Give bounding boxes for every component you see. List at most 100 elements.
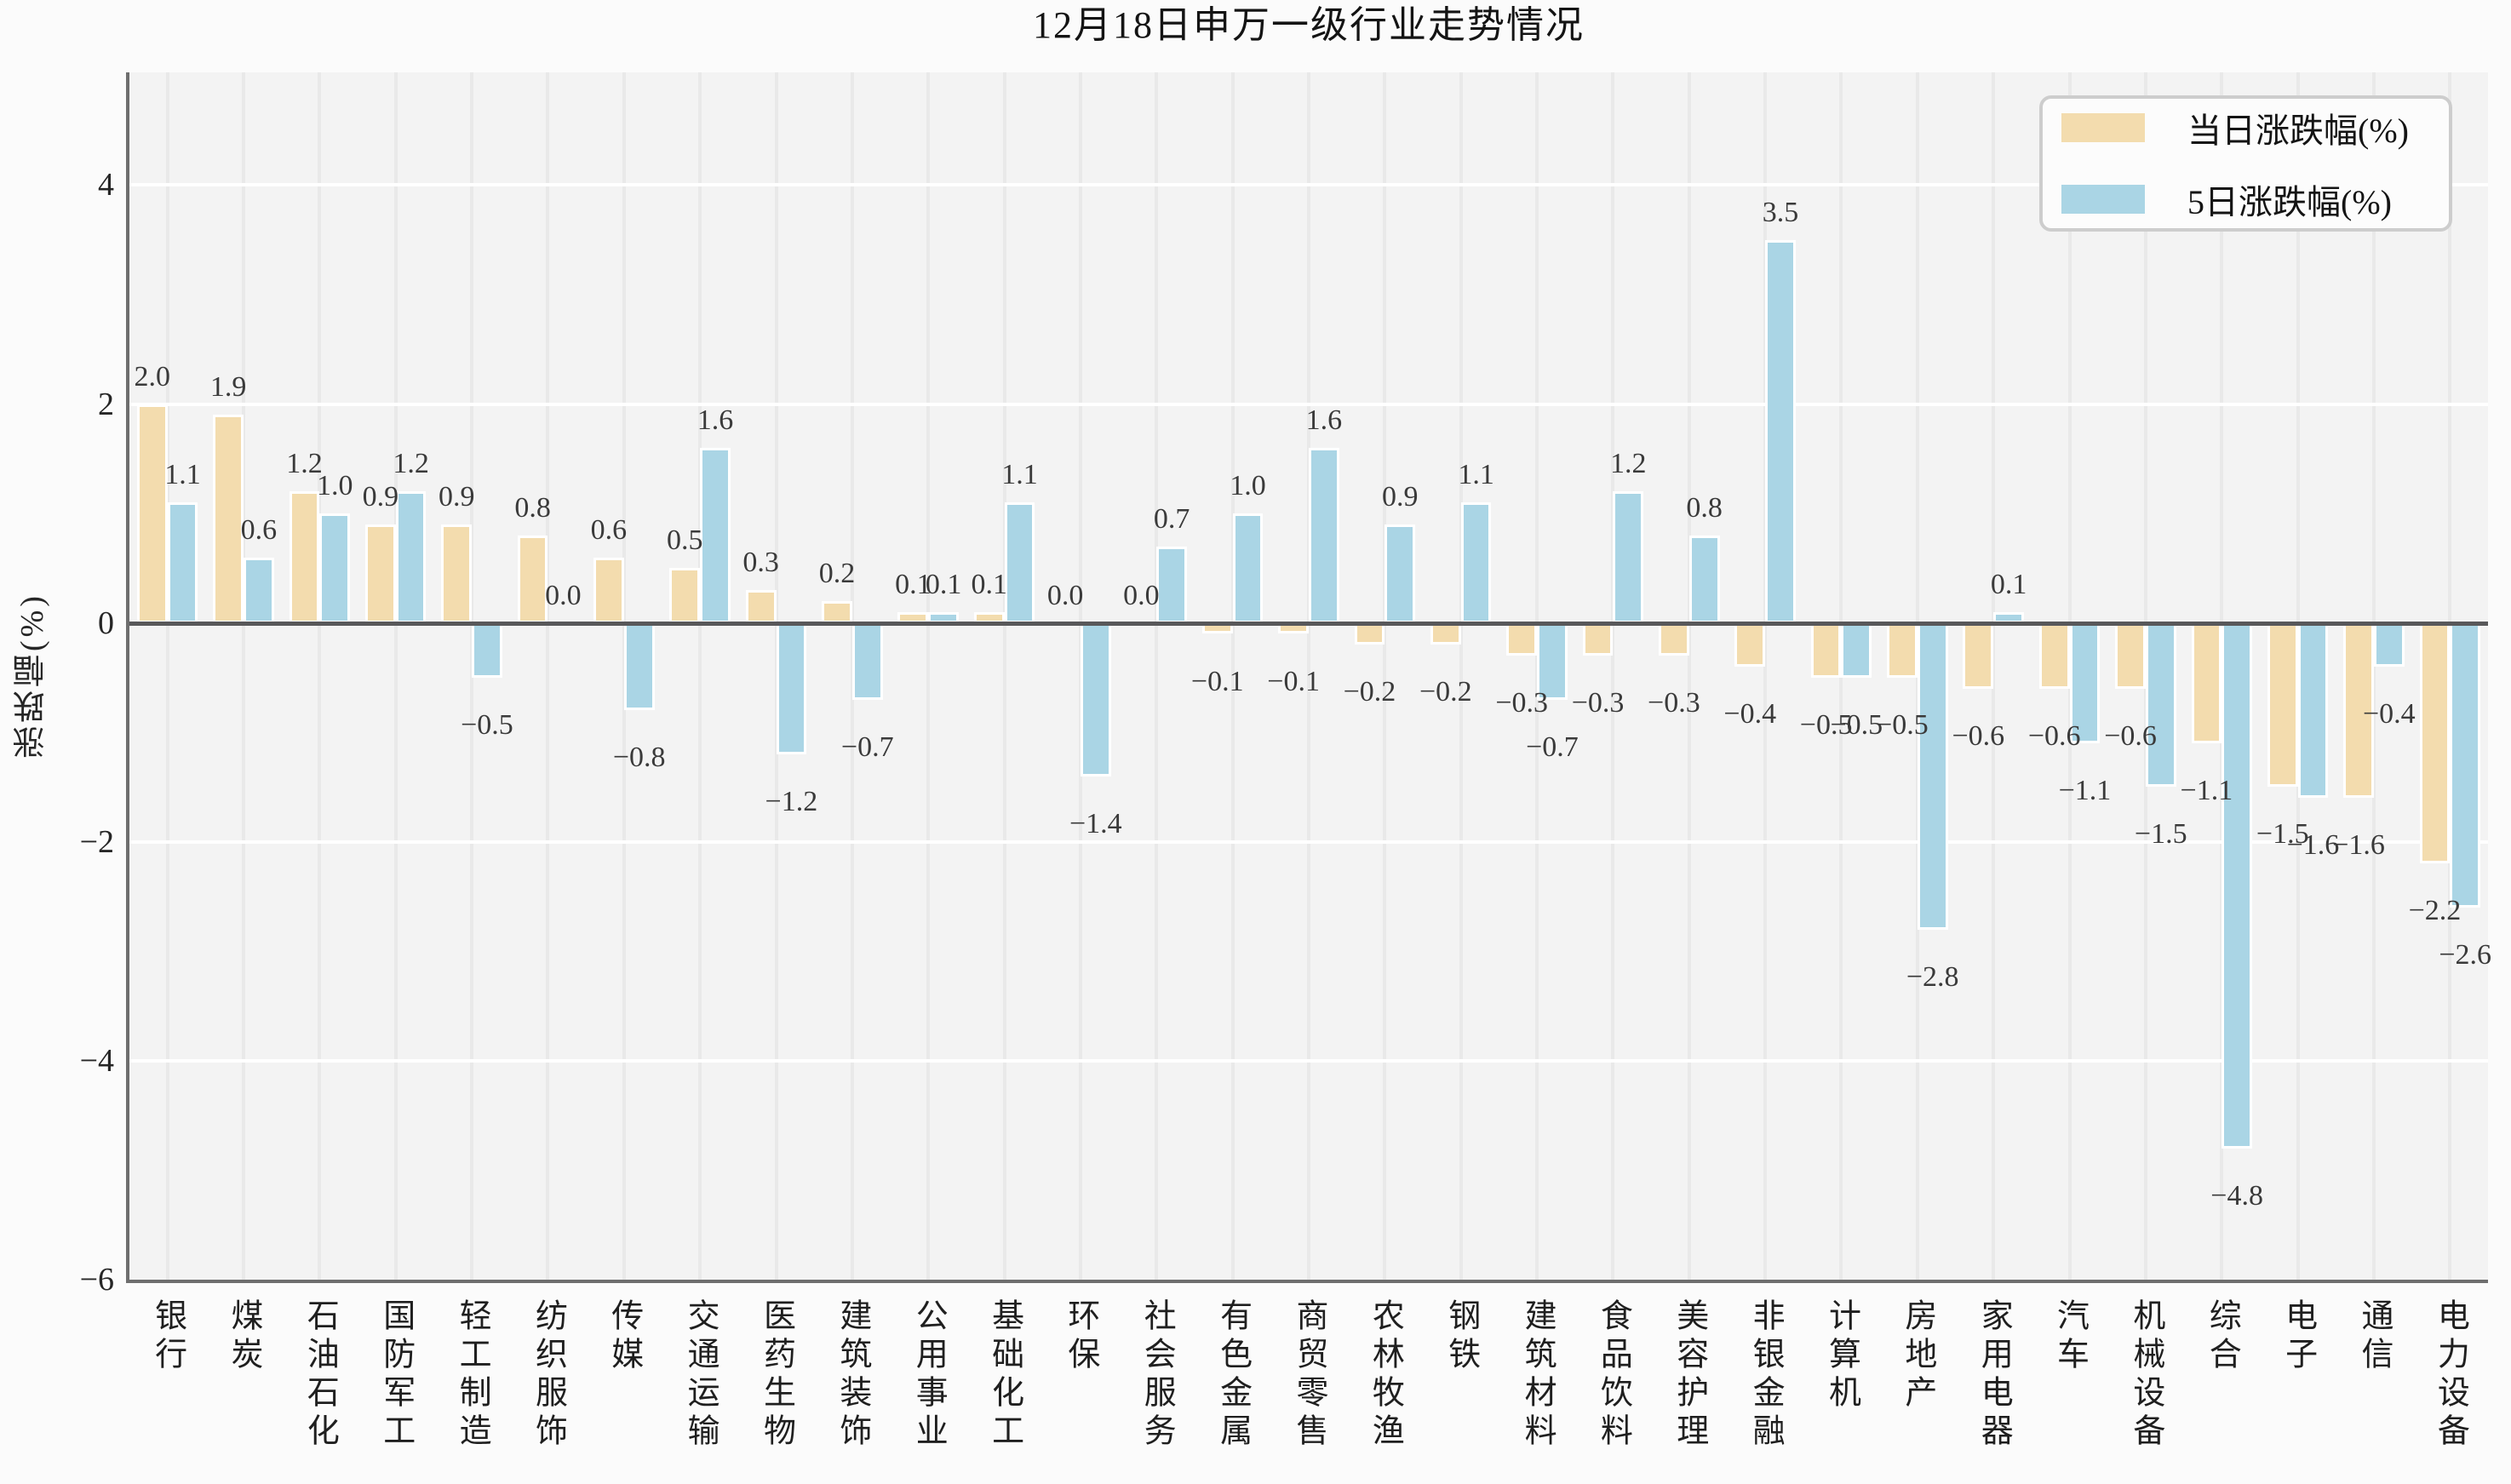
value-label: −0.5 <box>1830 708 1883 741</box>
gridline-vertical <box>1687 72 1691 1280</box>
bar-daily <box>1354 622 1385 645</box>
gridline-vertical <box>1611 72 1615 1280</box>
value-label: −0.3 <box>1648 687 1700 719</box>
value-label: −0.5 <box>1799 708 1853 741</box>
bar-5day <box>2145 622 2176 788</box>
bar-5day <box>2450 622 2481 908</box>
value-label: 1.2 <box>1610 448 1647 480</box>
gridline-vertical <box>318 72 322 1280</box>
x-tick-label: 食品饮料 <box>1595 1298 1631 1452</box>
value-label: 1.2 <box>286 448 323 480</box>
bar-5day <box>2221 622 2252 1149</box>
value-label: 1.6 <box>697 404 734 436</box>
bar-daily <box>1430 622 1461 645</box>
bar-5day <box>851 622 883 700</box>
value-label: 0.2 <box>818 557 856 589</box>
value-label: 1.1 <box>164 459 201 491</box>
value-label: 0.7 <box>1153 502 1190 535</box>
x-tick-label: 钢铁 <box>1442 1298 1479 1375</box>
y-tick-label: −2 <box>79 823 114 860</box>
legend-entry-5day: 5日涨跌幅(%) <box>2061 175 2449 224</box>
value-label: 0.0 <box>1046 579 1084 611</box>
x-tick-label: 建筑材料 <box>1519 1298 1556 1452</box>
bar-daily <box>1506 622 1538 656</box>
value-label: 1.6 <box>1305 404 1343 436</box>
x-tick-label: 环保 <box>1062 1298 1098 1375</box>
bar-5day <box>776 622 807 754</box>
value-label: −0.1 <box>1267 665 1320 697</box>
y-tick-label: 0 <box>98 604 114 641</box>
bar-5day <box>1765 239 1796 623</box>
x-tick-label: 房地产 <box>1899 1298 1935 1413</box>
bar-5day <box>623 622 655 711</box>
chart-title: 12月18日申万一级行业走势情况 <box>1033 4 1585 46</box>
x-tick-label: 计算机 <box>1823 1298 1860 1413</box>
gridline-horizontal <box>129 402 2488 406</box>
value-label: 0.1 <box>925 568 962 600</box>
value-label: −0.7 <box>840 731 894 763</box>
gridline-horizontal <box>129 839 2488 844</box>
value-label: −1.1 <box>2058 775 2112 807</box>
value-label: −2.6 <box>2439 938 2492 971</box>
x-tick-label: 轻工制造 <box>454 1298 490 1452</box>
x-tick-label: 家用电器 <box>1975 1298 2012 1452</box>
gridline-vertical <box>2371 72 2376 1280</box>
value-label: 0.9 <box>362 480 399 513</box>
bar-5day <box>244 557 274 623</box>
value-label: −1.2 <box>765 785 818 817</box>
bar-daily <box>2419 622 2451 864</box>
value-label: 2.0 <box>134 360 171 392</box>
bar-daily <box>2038 622 2070 689</box>
bar-daily <box>136 404 168 623</box>
bar-daily <box>1659 622 1689 656</box>
value-label: 0.8 <box>514 491 551 524</box>
value-label: 0.5 <box>667 524 703 557</box>
x-tick-label: 银行 <box>149 1298 186 1375</box>
legend-swatch-5day <box>2061 185 2145 214</box>
gridline-vertical <box>546 72 550 1280</box>
bar-5day <box>1232 513 1264 623</box>
x-tick-label: 非银金融 <box>1747 1298 1784 1452</box>
value-label: −0.2 <box>1419 676 1472 708</box>
gridline-vertical <box>1459 72 1463 1280</box>
value-label: 0.0 <box>545 579 582 611</box>
x-tick-label: 电力设备 <box>2432 1298 2468 1452</box>
value-label: 0.9 <box>438 480 475 513</box>
value-label: −1.5 <box>2134 818 2187 851</box>
value-label: 0.0 <box>1123 579 1160 611</box>
value-label: −0.4 <box>2362 698 2416 731</box>
bar-daily <box>441 524 473 623</box>
y-tick-label: 4 <box>98 167 114 203</box>
bar-5day <box>1309 447 1339 623</box>
y-axis-title: 涨跌幅(%) <box>14 593 50 759</box>
legend-label-5day: 5日涨跌幅(%) <box>2187 183 2392 221</box>
x-tick-label: 电子 <box>2279 1298 2316 1375</box>
y-tick-label: 2 <box>98 386 114 422</box>
value-label: −4.8 <box>2210 1179 2263 1212</box>
bar-daily <box>822 600 852 623</box>
bar-5day <box>1004 502 1035 623</box>
value-label: 0.6 <box>240 513 278 546</box>
gridline-vertical <box>242 72 246 1280</box>
gridline-vertical <box>926 72 931 1280</box>
value-label: 0.1 <box>895 568 932 600</box>
value-label: −1.6 <box>2286 829 2340 862</box>
value-label: −0.7 <box>1526 731 1579 763</box>
value-label: −1.4 <box>1069 807 1122 839</box>
value-label: −0.4 <box>1723 698 1777 731</box>
value-label: −0.6 <box>2104 719 2157 752</box>
gridline-horizontal <box>129 183 2488 187</box>
bar-daily <box>2115 622 2146 689</box>
x-tick-label: 煤炭 <box>226 1298 262 1375</box>
y-axis-spine <box>126 72 129 1283</box>
x-tick-label: 建筑装饰 <box>834 1298 870 1452</box>
value-label: 1.2 <box>393 448 429 480</box>
bar-daily <box>2267 622 2298 788</box>
value-label: 0.1 <box>1990 568 2027 600</box>
value-label: −1.5 <box>2256 818 2309 851</box>
bar-5day <box>1384 524 1416 623</box>
value-label: 0.1 <box>971 568 1007 600</box>
bar-5day <box>319 513 351 623</box>
value-label: −2.8 <box>1906 960 1959 993</box>
value-label: −2.2 <box>2408 895 2462 927</box>
